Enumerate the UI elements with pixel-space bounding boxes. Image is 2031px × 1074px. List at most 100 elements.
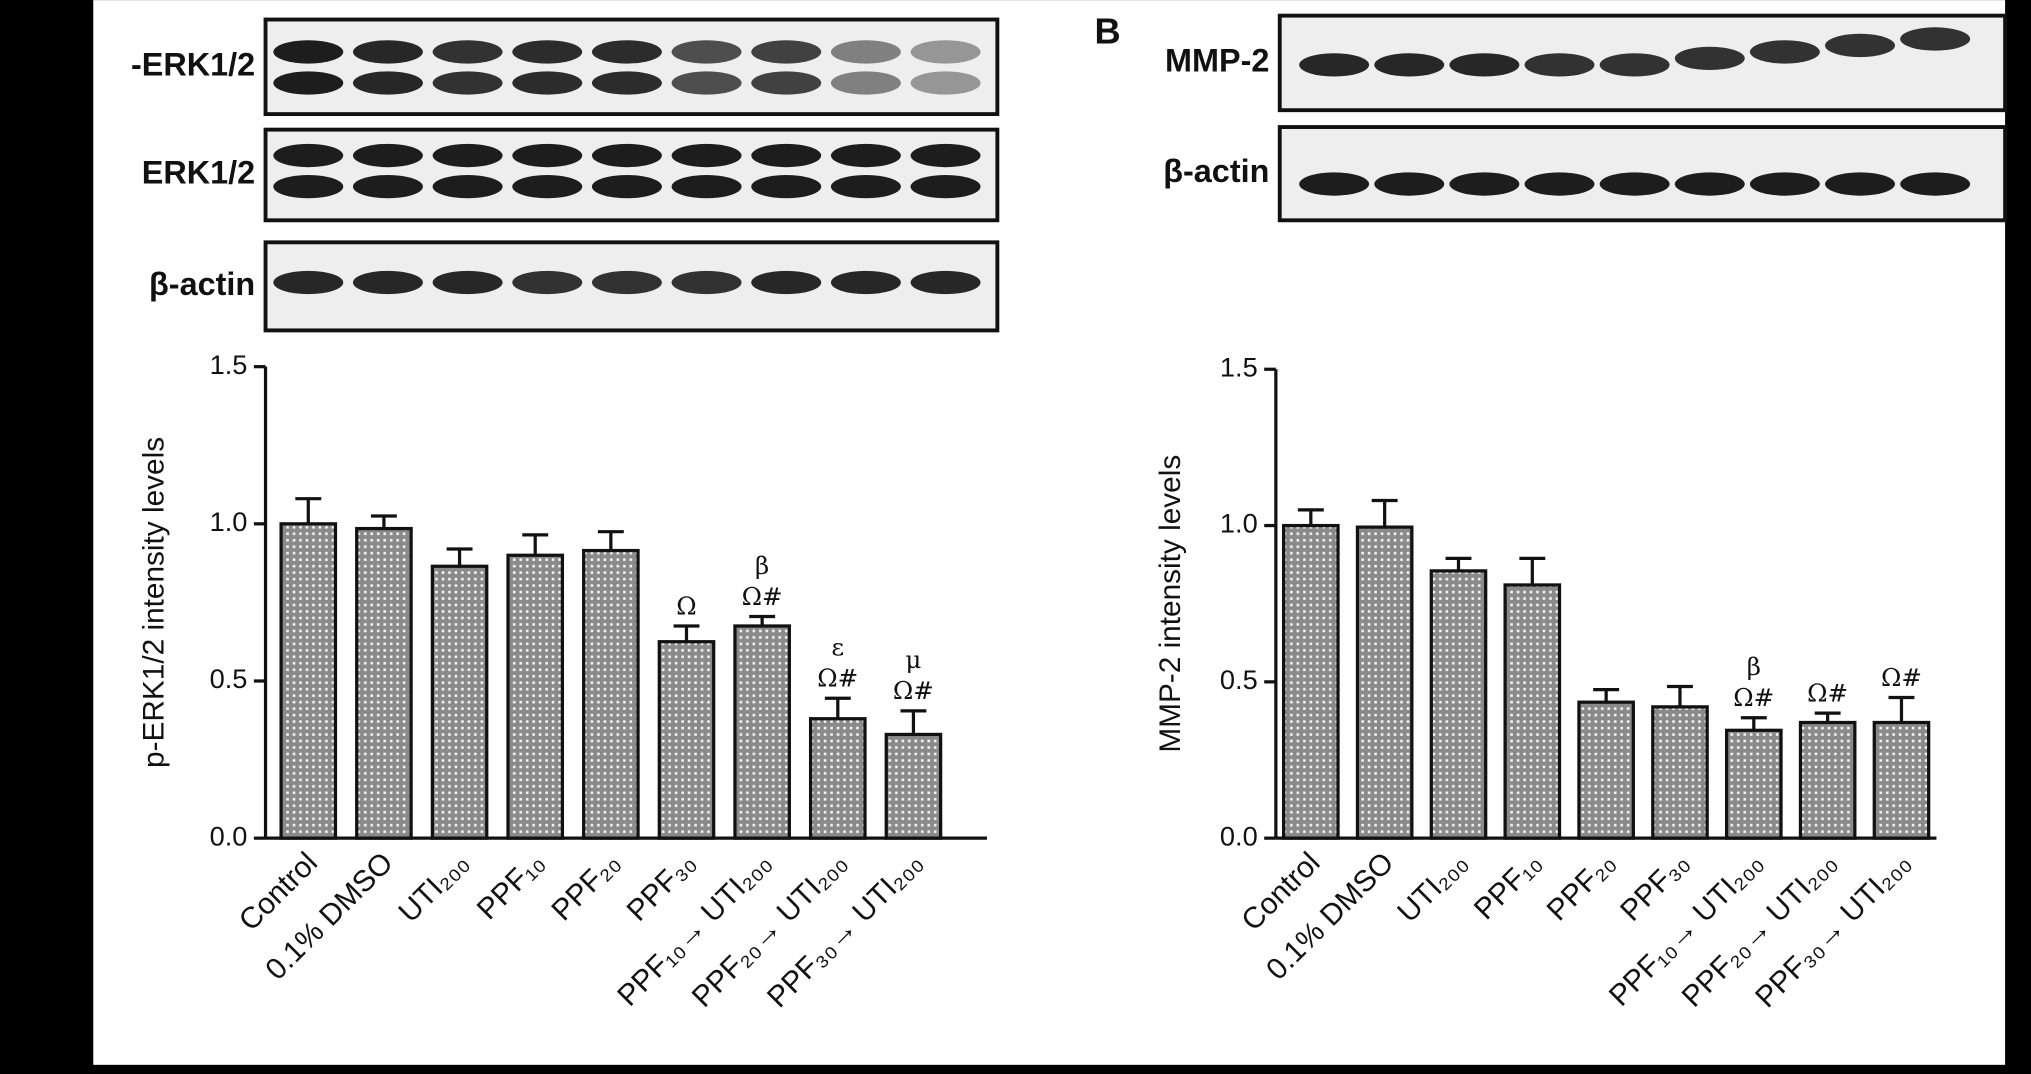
blot-band: [512, 71, 583, 95]
bar: [1355, 525, 1414, 840]
blot-band: [671, 270, 742, 295]
blot-band: [432, 71, 503, 95]
blot-band: [1599, 53, 1670, 77]
blot-band: [432, 270, 503, 295]
bar: [1872, 720, 1931, 840]
blot-band: [751, 71, 822, 95]
annotation: Ω#: [1733, 683, 1774, 712]
bar: [1503, 583, 1562, 840]
blot-band: [591, 143, 662, 168]
annotation: Ω: [676, 591, 696, 620]
annotation: β: [1747, 652, 1761, 681]
y-tick-label: 0.5: [1220, 664, 1258, 695]
blot-band: [1749, 172, 1820, 196]
blot-band: [1825, 172, 1895, 196]
bar: [808, 717, 867, 840]
blot-frame: [263, 17, 1000, 117]
blot-band: [273, 40, 344, 64]
blot-band: [273, 270, 344, 295]
y-tick-label: 1.5: [1220, 351, 1258, 382]
blot-band: [1299, 53, 1370, 77]
bar: [1798, 720, 1857, 840]
bar: [430, 564, 489, 840]
blot-band: [910, 40, 981, 64]
annotation: Ω#: [1807, 678, 1848, 707]
annotation: μ: [905, 645, 921, 674]
blot-band: [273, 174, 344, 199]
blot-band: [352, 270, 423, 295]
bar: [884, 732, 943, 840]
blot-band: [1749, 40, 1820, 64]
y-axis-label: p-ERK1/2 intensity levels: [137, 437, 170, 768]
bar: [733, 624, 791, 840]
blot-band: [910, 270, 981, 295]
blot-band: [591, 270, 662, 295]
blot-band: [1449, 172, 1520, 196]
blot-band: [830, 40, 901, 64]
blot-band: [751, 174, 822, 199]
y-tick-label: 0.0: [210, 820, 248, 851]
blot-band: [910, 71, 981, 95]
blot-band: [1374, 172, 1445, 196]
blot-label: ERK1/2: [142, 155, 255, 191]
blot-band: [1299, 172, 1370, 196]
annotation: β: [755, 551, 769, 580]
blot-band: [512, 270, 583, 295]
y-tick-label: 1.0: [210, 506, 248, 537]
blot-band: [671, 40, 742, 64]
blot-band: [1674, 46, 1745, 71]
blot-band: [591, 40, 662, 64]
blot-label: MMP-2: [1165, 42, 1269, 78]
blot-band: [352, 143, 423, 168]
blot-band: [751, 40, 822, 64]
blot-band: [830, 143, 901, 168]
bar: [1577, 700, 1635, 840]
annotation: Ω#: [1881, 663, 1922, 692]
y-axis-label: MMP-2 intensity levels: [1154, 455, 1187, 753]
blot-band: [830, 71, 901, 95]
bar: [1282, 523, 1340, 840]
bar: [1651, 705, 1709, 840]
blot-band: [352, 174, 423, 199]
bar: [1429, 569, 1488, 840]
bar: [279, 522, 338, 840]
y-tick-label: 0.0: [1220, 820, 1258, 851]
blot-band: [591, 174, 662, 199]
y-tick-label: 1.5: [210, 349, 248, 380]
blot-band: [352, 71, 423, 95]
blot-band: [273, 71, 344, 95]
blot-band: [910, 174, 981, 199]
blot-band: [830, 270, 901, 295]
blot-band: [1599, 172, 1670, 196]
blot-band: [432, 174, 503, 199]
blot-band: [1900, 27, 1971, 51]
bar: [582, 548, 640, 840]
blot-band: [1825, 33, 1895, 58]
blot-band: [591, 71, 662, 95]
bar: [355, 526, 413, 840]
blot-band: [432, 40, 503, 64]
bar: [657, 640, 716, 840]
blot-label: -ERK1/2: [131, 46, 255, 82]
blot-band: [352, 40, 423, 64]
blot-band: [1900, 172, 1971, 196]
blot-band: [751, 143, 822, 168]
blot-band: [1449, 53, 1520, 77]
annotation: Ω#: [817, 664, 858, 693]
bar: [506, 553, 565, 840]
y-tick-label: 1.0: [1220, 508, 1258, 539]
blot-band: [1524, 53, 1595, 77]
blot-band: [1674, 172, 1745, 196]
blot-band: [751, 270, 822, 295]
blot-band: [1374, 53, 1445, 77]
y-tick-label: 0.5: [210, 663, 248, 694]
annotation: ε: [831, 633, 844, 662]
blot-band: [273, 143, 344, 168]
blot-band: [512, 143, 583, 168]
blot-band: [910, 143, 981, 168]
blot-band: [671, 174, 742, 199]
blot-band: [512, 174, 583, 199]
bar: [1724, 728, 1783, 840]
blot-label: β-actin: [149, 266, 255, 302]
